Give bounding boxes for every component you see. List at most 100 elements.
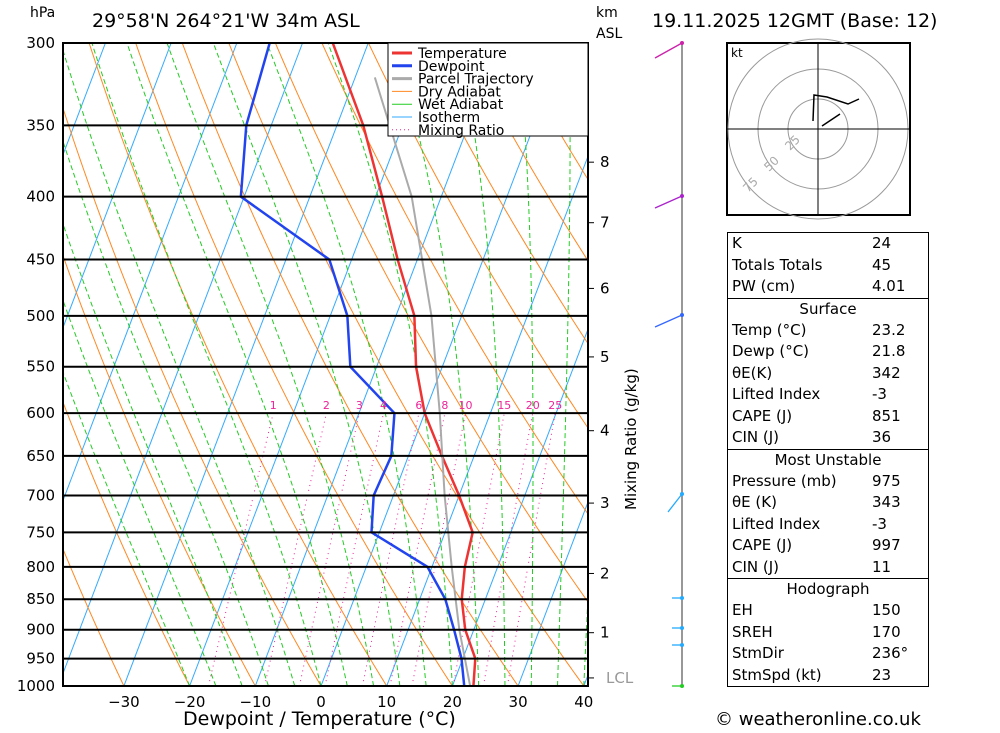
mixing-ratio-label: 8 [441, 399, 448, 412]
plot-area [63, 34, 1000, 686]
dry-adiabat-line [274, 43, 588, 603]
row-value: 975 [872, 471, 901, 490]
table-row: EH 150 [728, 600, 928, 622]
legend-label: Parcel Trajectory [418, 72, 534, 88]
mixing-ratio-line [389, 413, 446, 686]
pressure-tick-label: 800 [26, 558, 55, 576]
indices-table: K 24 Totals Totals 45 PW (cm) 4.01 Surface T… [727, 232, 929, 687]
table-row: CAPE (J) 997 [728, 535, 928, 557]
row-value: 343 [872, 493, 901, 511]
storm-motion-arrow [821, 113, 841, 127]
pw-label: PW (cm) [732, 277, 796, 295]
table-row: θE (K) 343 [728, 492, 928, 514]
hodo-title: Hodograph [786, 580, 870, 598]
row-label: θE(K) [732, 363, 773, 382]
mixing-ratio-label: 15 [497, 399, 511, 412]
most-unstable-section: Most Unstable Pressure (mb) 975 θE (K) 343 Li… [728, 448, 928, 579]
row-label: SREH [732, 622, 773, 641]
legend-box [387, 42, 589, 137]
location-title: 29°58'N 264°21'W 34m ASL [92, 10, 360, 32]
isotherm-line [63, 43, 304, 675]
pressure-tick-label: 450 [26, 251, 55, 269]
isotherm-line [189, 43, 435, 686]
mixing-ratio-label: 3 [356, 399, 363, 412]
row-label: StmSpd (kt) [732, 665, 822, 684]
row-label: StmDir [732, 644, 784, 662]
row-value: 342 [872, 363, 901, 382]
km-tick-label: 5 [600, 348, 610, 366]
row-label: θE (K) [732, 493, 777, 511]
row-value: 36 [872, 428, 892, 446]
wind-barb [654, 314, 683, 328]
hodograph-unit: kt [731, 46, 743, 60]
wind-barb [667, 493, 683, 513]
dry-adiabat-line [414, 43, 588, 345]
row-label: Lifted Index [732, 514, 821, 533]
row-label: Dewp (°C) [732, 342, 810, 360]
row-value: -3 [872, 385, 887, 403]
row-label: Temp (°C) [732, 320, 807, 339]
row-value: 23.2 [872, 320, 906, 339]
pressure-tick-label: 1000 [17, 677, 55, 695]
tt-label: Totals Totals [732, 255, 823, 274]
dry-adiabat-line [228, 43, 585, 686]
mixing-ratio-label: 20 [526, 399, 540, 412]
wet-adiabat-line [393, 43, 480, 686]
mixing-ratio-label: 6 [415, 399, 422, 412]
row-value: 997 [872, 536, 901, 554]
k-value: 24 [872, 234, 892, 252]
mixing-ratio-line [324, 413, 385, 686]
pressure-tick-label: 650 [26, 447, 55, 465]
pressure-tick-label: 350 [26, 116, 55, 134]
isotherm-line [63, 43, 106, 157]
isotherm-line [386, 154, 588, 686]
isotherm-line [451, 327, 588, 686]
mixing-ratio-line [207, 413, 274, 686]
row-value: 236° [872, 644, 909, 662]
dry-adiabat-line [135, 43, 453, 686]
pressure-tick-label: 700 [26, 487, 55, 505]
row-label: CIN (J) [732, 557, 780, 576]
dry-adiabat-line [63, 106, 322, 686]
mixing-ratio-label: 25 [548, 399, 562, 412]
wet-adiabat-line [126, 43, 348, 686]
pressure-tick-label: 500 [26, 307, 55, 325]
series-dewpoint [239, 43, 466, 686]
row-value: 11 [872, 557, 892, 576]
mixing-ratio-label: 2 [323, 399, 330, 412]
row-value: 851 [872, 406, 901, 425]
isotherm-line [517, 500, 588, 686]
row-label: Lifted Index [732, 385, 821, 403]
k-label: K [732, 234, 742, 252]
pressure-tick-label: 950 [26, 650, 55, 668]
surface-title: Surface [799, 299, 857, 318]
wet-adiabat-line [517, 43, 534, 686]
x-tick-label: −30 [108, 693, 140, 711]
isotherm-line [320, 43, 566, 686]
wind-barb [654, 195, 683, 209]
pw-value: 4.01 [872, 277, 906, 295]
x-tick-label: −20 [174, 693, 206, 711]
dry-adiabat-line [63, 547, 125, 686]
x-tick-label: 30 [509, 693, 528, 711]
mixing-ratio-line [452, 413, 505, 686]
row-value: 21.8 [872, 342, 906, 360]
surface-section: Surface Temp (°C) 23.2 Dewp (°C) 21.8 θE(K) 34… [728, 297, 928, 449]
hpa-label: hPa [30, 5, 56, 21]
mixing-ratio-axis-label: Mixing Ratio (g/kg) [622, 368, 640, 510]
x-tick-label: 0 [316, 693, 326, 711]
km-label: km [596, 5, 618, 21]
dry-adiabat-line [967, 34, 1000, 686]
km-tick-label: 4 [600, 422, 610, 440]
mu-title: Most Unstable [774, 450, 882, 469]
copyright: © weatheronline.co.uk [715, 709, 921, 730]
x-axis-label: Dewpoint / Temperature (°C) [183, 708, 456, 730]
wet-adiabat-line [266, 43, 427, 686]
hodograph-trace [812, 94, 860, 122]
mixing-ratio-line [298, 413, 360, 686]
hodograph-section: Hodograph EH 150 SREH 170 StmDir 236° StmSpd (k… [728, 578, 928, 686]
row-value: -3 [872, 514, 887, 533]
asl-label: ASL [596, 26, 623, 42]
